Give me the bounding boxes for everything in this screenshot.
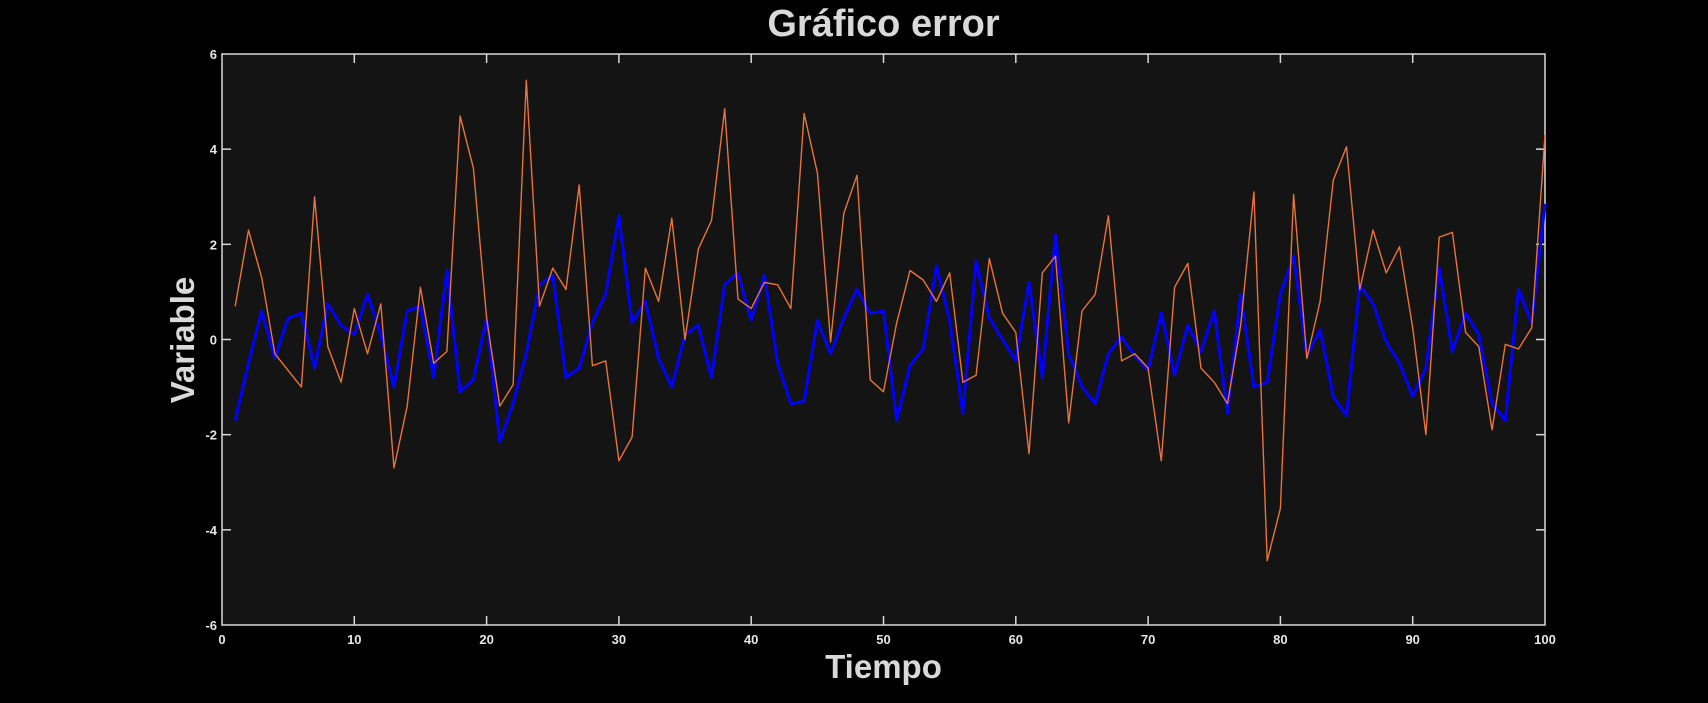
y-tick-label: 6 — [210, 47, 217, 62]
x-tick-label: 100 — [1534, 632, 1556, 647]
x-tick-label: 50 — [876, 632, 890, 647]
y-tick-label: -6 — [205, 618, 217, 633]
x-tick-label: 20 — [479, 632, 493, 647]
x-tick-label: 40 — [744, 632, 758, 647]
axis-ticks: 0 10 20 30 40 50 60 70 80 90 100 -6 -4 -2 0 2 4 6 — [205, 47, 1555, 647]
chart-title: Gráfico error — [767, 3, 1000, 45]
y-tick-label: 4 — [210, 142, 218, 157]
plot-area — [221, 53, 1546, 626]
x-axis-label: Tiempo — [825, 648, 942, 685]
y-axis-label: Variable — [164, 277, 201, 404]
x-tick-label: 30 — [612, 632, 626, 647]
x-tick-label: 80 — [1273, 632, 1287, 647]
x-tick-label: 70 — [1141, 632, 1155, 647]
y-tick-label: -4 — [205, 523, 217, 538]
series-line-2 — [234, 79, 1546, 562]
series-line-1 — [233, 203, 1547, 444]
x-tick-label: 10 — [347, 632, 361, 647]
y-tick-label: 0 — [210, 333, 217, 348]
series-layer — [233, 79, 1547, 562]
y-tick-label: -2 — [205, 428, 217, 443]
y-tick-label: 2 — [210, 237, 217, 252]
x-tick-label: 90 — [1405, 632, 1419, 647]
x-tick-label: 0 — [218, 632, 225, 647]
x-tick-label: 60 — [1009, 632, 1023, 647]
